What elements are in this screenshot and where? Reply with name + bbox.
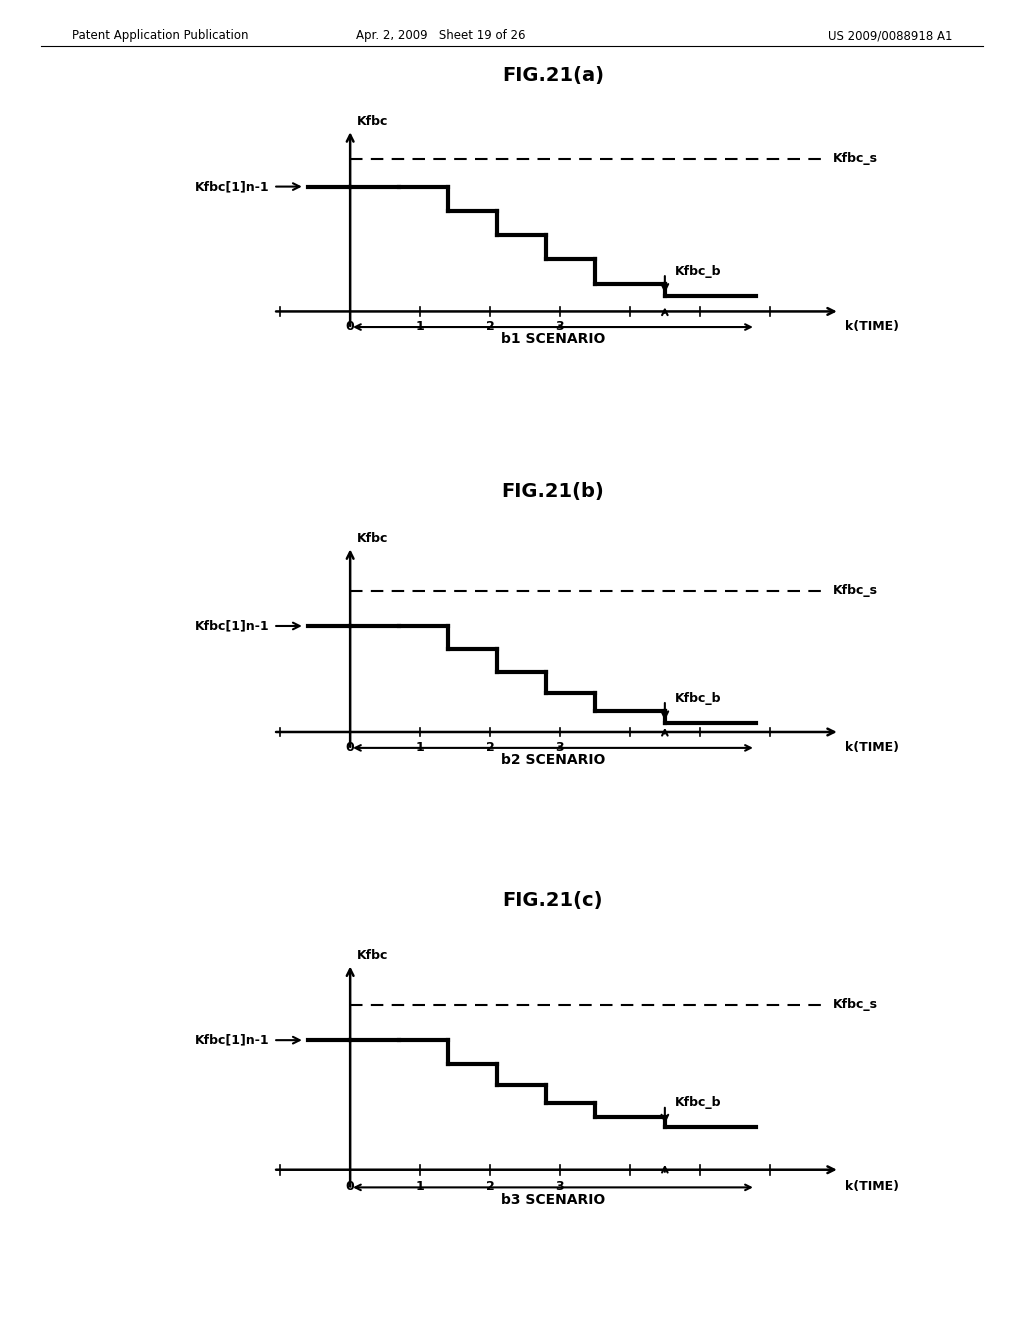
Text: 3: 3 [556,1180,564,1192]
Text: FIG.21(b): FIG.21(b) [502,482,604,500]
Text: 2: 2 [485,741,495,754]
Text: 1: 1 [416,1180,425,1192]
Text: Kfbc_s: Kfbc_s [833,152,878,165]
Text: Kfbc[1]n-1: Kfbc[1]n-1 [196,180,269,193]
Text: Patent Application Publication: Patent Application Publication [72,29,248,42]
Text: b3 SCENARIO: b3 SCENARIO [501,1193,605,1208]
Text: Kfbc_b: Kfbc_b [676,1097,722,1110]
Text: 1: 1 [416,321,425,333]
Text: Kfbc_b: Kfbc_b [676,265,722,279]
Text: b2 SCENARIO: b2 SCENARIO [501,754,605,767]
Text: Kfbc_s: Kfbc_s [833,998,878,1011]
Text: 2: 2 [485,321,495,333]
Text: k(TIME): k(TIME) [845,321,899,333]
Text: US 2009/0088918 A1: US 2009/0088918 A1 [827,29,952,42]
Text: 0: 0 [346,321,354,333]
Text: k(TIME): k(TIME) [845,741,899,754]
Text: 0: 0 [346,1180,354,1192]
Text: FIG.21(a): FIG.21(a) [502,66,604,84]
Text: Kfbc[1]n-1: Kfbc[1]n-1 [196,1034,269,1047]
Text: Kfbc_b: Kfbc_b [676,692,722,705]
Text: k(TIME): k(TIME) [845,1180,899,1192]
Text: Kfbc: Kfbc [357,532,388,545]
Text: Kfbc_s: Kfbc_s [833,585,878,597]
Text: 3: 3 [556,321,564,333]
Text: Kfbc: Kfbc [357,949,388,962]
Text: Kfbc: Kfbc [357,115,388,128]
Text: 3: 3 [556,741,564,754]
Text: b1 SCENARIO: b1 SCENARIO [501,333,605,346]
Text: FIG.21(c): FIG.21(c) [503,891,603,909]
Text: 1: 1 [416,741,425,754]
Text: Apr. 2, 2009   Sheet 19 of 26: Apr. 2, 2009 Sheet 19 of 26 [355,29,525,42]
Text: Kfbc[1]n-1: Kfbc[1]n-1 [196,619,269,632]
Text: 2: 2 [485,1180,495,1192]
Text: 0: 0 [346,741,354,754]
